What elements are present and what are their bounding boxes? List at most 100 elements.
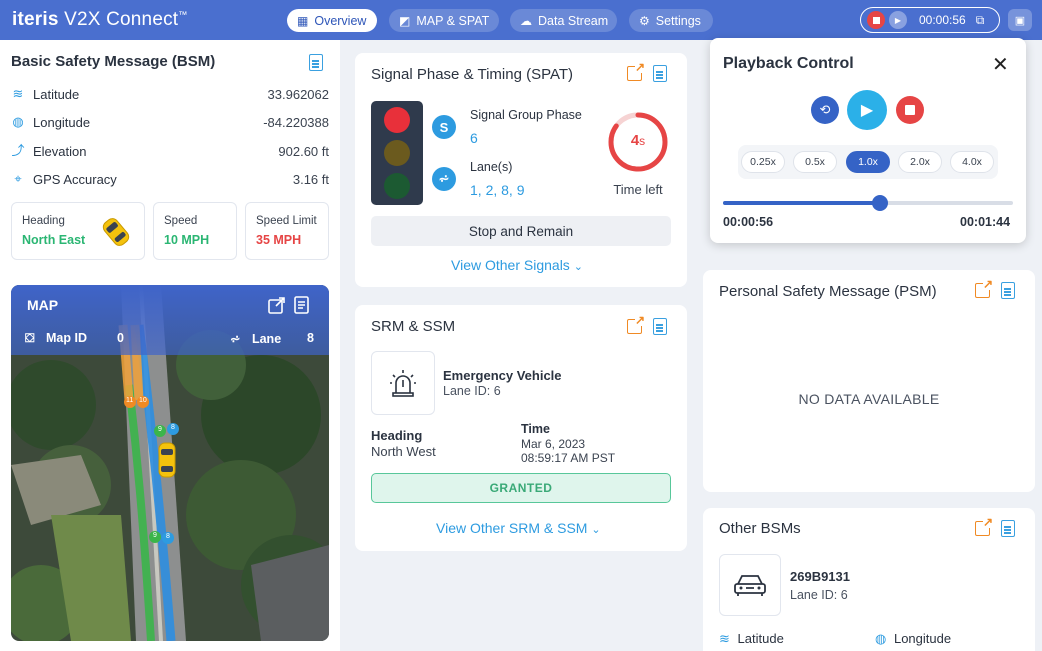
bsm-panel: Basic Safety Message (BSM) ≋ Latitude 33…: [0, 40, 340, 651]
stop-button[interactable]: [896, 96, 924, 124]
other-bsms-title: Other BSMs: [719, 520, 801, 537]
emergency-siren-icon: [371, 351, 435, 415]
open-external-icon[interactable]: ⧉: [975, 12, 985, 27]
time-date: Mar 6, 2023: [521, 437, 586, 451]
lanes-value: 1, 2, 8, 9: [470, 182, 525, 198]
document-icon[interactable]: [653, 65, 667, 82]
record-stop-button[interactable]: [867, 11, 885, 29]
close-icon[interactable]: ✕: [992, 54, 1009, 76]
lane-marker: 10: [139, 397, 147, 404]
spat-panel: Signal Phase & Timing (SPAT) S Signal Gr…: [355, 53, 687, 287]
signal-group-label: Signal Group Phase: [470, 108, 582, 122]
open-external-icon[interactable]: [627, 61, 645, 81]
playback-total-time: 00:01:44: [960, 215, 1011, 229]
globe-icon: ◍: [12, 114, 24, 129]
elevation-arrow-icon: ⤴: [11, 143, 25, 158]
playback-control-dialog: Playback Control ✕ ⟲ ▶ 0.25x 0.5x 1.0x 2…: [710, 38, 1026, 243]
vehicle-lane: Lane ID: 6: [443, 384, 501, 398]
vehicle-lane: Lane ID: 6: [790, 588, 848, 602]
document-icon[interactable]: [309, 54, 323, 71]
loop-button[interactable]: ⟲: [811, 96, 839, 124]
signal-group-value: 6: [470, 130, 478, 146]
tab-data-stream[interactable]: ☁ Data Stream: [510, 9, 617, 32]
latitude-row: ≋ Latitude: [719, 631, 784, 646]
lane-marker: 9: [158, 426, 162, 433]
stop-icon: [905, 105, 915, 115]
srm-title: SRM & SSM: [371, 318, 456, 335]
grid-icon: ▦: [297, 13, 309, 28]
psm-title: Personal Safety Message (PSM): [719, 283, 937, 300]
play-icon: ▶: [860, 102, 874, 119]
aerial-map-image: [11, 285, 329, 641]
speed-card: Speed 10 MPH: [153, 202, 237, 260]
lane-icon: ⩫: [230, 332, 241, 346]
bsm-row-longitude: ◍ Longitude -84.220388: [12, 114, 329, 130]
playback-slider-thumb[interactable]: [871, 195, 888, 211]
map-title: MAP: [27, 297, 59, 313]
view-other-signals-link[interactable]: View Other Signals ⌄: [451, 257, 583, 273]
playback-title: Playback Control: [723, 55, 854, 72]
open-external-icon[interactable]: [975, 516, 993, 536]
traffic-light-icon: [371, 101, 423, 205]
open-external-icon[interactable]: [268, 297, 285, 314]
map-icon: ◩: [399, 13, 411, 28]
document-icon[interactable]: [653, 318, 667, 335]
lane-marker: 8: [166, 533, 170, 540]
document-icon[interactable]: [1001, 282, 1015, 299]
loop-icon: ⟲: [819, 102, 831, 117]
tab-map-spat[interactable]: ◩ MAP & SPAT: [389, 9, 499, 32]
heading-card: Heading North East: [11, 202, 145, 260]
playback-slider[interactable]: [723, 195, 1013, 211]
map-pin-icon: ⛋: [25, 331, 35, 345]
lane-marker: 8: [171, 424, 175, 431]
speed-option[interactable]: 2.0x: [898, 151, 942, 173]
time-clock: 08:59:17 AM PST: [521, 451, 616, 465]
lane-marker: 9: [153, 532, 157, 539]
car-icon: [719, 554, 781, 616]
toolbox-icon[interactable]: ▣: [1008, 9, 1032, 31]
psm-panel: Personal Safety Message (PSM) NO DATA AV…: [703, 270, 1035, 492]
gear-icon: ⚙: [639, 13, 650, 28]
speed-option[interactable]: 0.5x: [793, 151, 837, 173]
tab-overview[interactable]: ▦ Overview: [287, 9, 377, 32]
open-external-icon[interactable]: [627, 314, 645, 334]
database-icon: ≋: [12, 86, 24, 101]
srm-ssm-panel: SRM & SSM Emergency Vehicle Lane ID: 6 H…: [355, 305, 687, 551]
document-icon[interactable]: [294, 296, 309, 314]
crosshair-icon: ⌖: [14, 171, 22, 186]
other-bsms-panel: Other BSMs 269B9131 Lane ID: 6 ≋ Latitud…: [703, 508, 1035, 651]
bsm-row-gps-accuracy: ⌖ GPS Accuracy 3.16 ft: [11, 169, 329, 189]
record-play-button[interactable]: ▶: [889, 11, 907, 29]
time-left-ring: [608, 112, 668, 172]
speed-limit-card: Speed Limit 35 MPH: [245, 202, 329, 260]
no-data-message: NO DATA AVAILABLE: [798, 391, 940, 407]
bsm-row-elevation: ⤴ Elevation 902.60 ft: [11, 143, 329, 159]
bsm-title: Basic Safety Message (BSM): [11, 53, 216, 70]
open-external-icon[interactable]: [975, 278, 993, 298]
longitude-row: ◍ Longitude: [875, 631, 952, 646]
play-button[interactable]: ▶: [847, 90, 887, 130]
speed-option-active[interactable]: 1.0x: [846, 151, 890, 173]
view-other-srm-link[interactable]: View Other SRM & SSM ⌄: [436, 520, 601, 536]
globe-icon: ◍: [875, 631, 887, 646]
time-label: Time: [521, 422, 550, 436]
signal-group-badge: S: [432, 115, 456, 139]
app-logo: iteris V2X Connect™: [12, 9, 188, 30]
recording-time: 00:00:56: [919, 13, 966, 27]
map-view[interactable]: 11 10 9 8 9 8 MAP ⛋ Map ID 0 ⩫ Lane 8: [11, 285, 329, 641]
time-left-value: 4s: [630, 132, 646, 149]
heading-value: North West: [371, 444, 436, 459]
top-navigation-bar: iteris V2X Connect™ ▦ Overview ◩ MAP & SPA…: [0, 0, 1042, 40]
speed-option[interactable]: 4.0x: [950, 151, 994, 173]
document-icon[interactable]: [1001, 520, 1015, 537]
time-left-label: Time left: [613, 182, 663, 197]
tab-settings[interactable]: ⚙ Settings: [629, 9, 713, 32]
lane-icon: ⩫: [432, 167, 456, 191]
status-badge: GRANTED: [371, 473, 671, 503]
speed-option[interactable]: 0.25x: [741, 151, 785, 173]
spat-title: Signal Phase & Timing (SPAT): [371, 66, 574, 83]
lane-row: ⩫ Lane 8: [230, 331, 314, 346]
database-icon: ≋: [719, 631, 730, 646]
lanes-label: Lane(s): [470, 160, 513, 174]
signal-state: Stop and Remain: [371, 216, 671, 246]
